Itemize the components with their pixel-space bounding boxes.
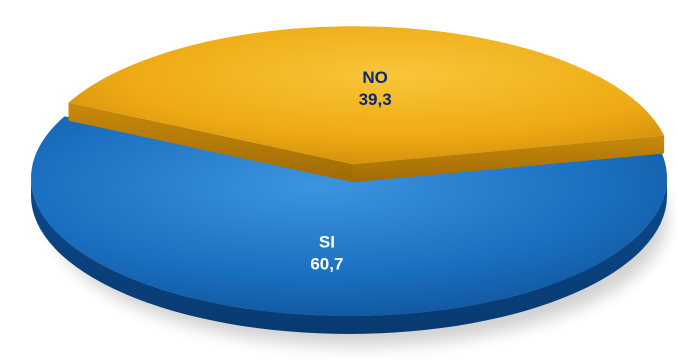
slice-top (68, 26, 665, 165)
slice-label-name: NO (362, 68, 388, 87)
slice-wall-start (68, 102, 354, 183)
slice-label-value: 60,7 (310, 254, 343, 273)
slices-layer (30, 26, 667, 334)
slice-label-value: 39,3 (359, 90, 392, 109)
slice-wall-end (353, 135, 665, 183)
pie-slice-no (68, 26, 665, 183)
slice-label-name: SI (319, 232, 335, 251)
labels-layer: SI 60,7 NO 39,3 (310, 68, 391, 273)
